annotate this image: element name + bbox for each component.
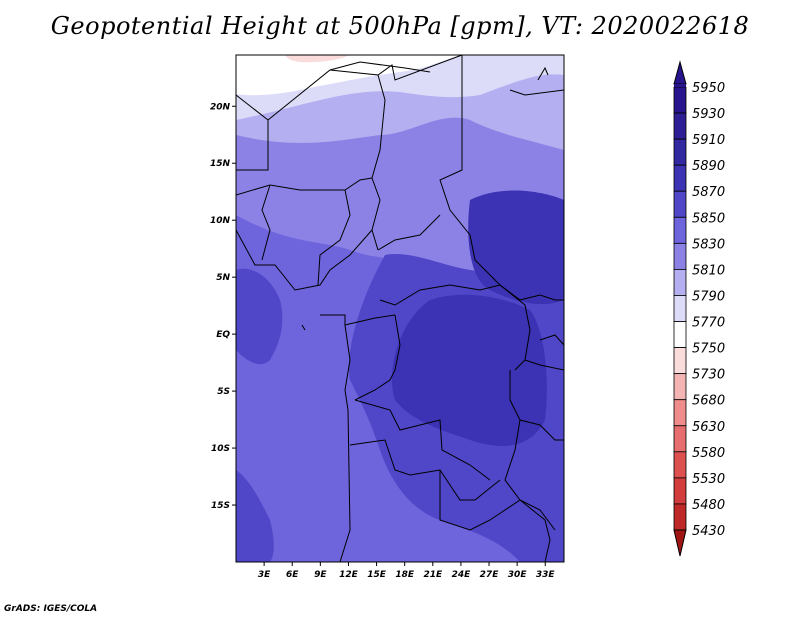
- geopotential-field: [236, 55, 564, 562]
- colorbar-label: 5480: [692, 498, 725, 513]
- colorbar-label: 5430: [692, 524, 725, 539]
- lat-tick-label: EQ: [216, 330, 230, 340]
- lon-tick-label: 6E: [286, 570, 299, 580]
- lon-tick-label: 33E: [536, 570, 556, 580]
- colorbar-swatch: [673, 216, 687, 244]
- lon-tick-label: 9E: [314, 570, 327, 580]
- colorbar-top-arrow: [673, 60, 687, 85]
- colorbar-label: 5950: [692, 81, 725, 96]
- colorbar-label: 5580: [692, 446, 725, 461]
- colorbar-swatch: [673, 477, 687, 505]
- map-title: Geopotential Height at 500hPa [gpm], VT:…: [50, 12, 750, 40]
- colorbar-label: 5810: [692, 263, 725, 278]
- country-borders: [236, 55, 564, 562]
- colorbar-swatch: [673, 86, 687, 114]
- lon-tick-label: 12E: [339, 570, 359, 580]
- colorbar-label: 5730: [692, 368, 725, 383]
- colorbar-label: 5790: [692, 289, 725, 304]
- grads-credit: GrADS: IGES/COLA: [4, 604, 98, 614]
- colorbar-swatch: [673, 399, 687, 427]
- map-frame: [235, 54, 565, 563]
- colorbar-swatch: [673, 503, 687, 531]
- colorbar-swatch: [673, 242, 687, 270]
- colorbar-label: 5770: [692, 316, 725, 331]
- lat-tick-label: 10S: [211, 444, 230, 454]
- colorbar-swatch: [673, 373, 687, 401]
- colorbar-label: 5910: [692, 133, 725, 148]
- lat-tick-label: 10N: [210, 216, 231, 226]
- colorbar-label: 5830: [692, 237, 725, 252]
- colorbar-swatch: [674, 84, 686, 87]
- colorbar-swatch: [673, 164, 687, 192]
- lon-tick-label: 3E: [258, 570, 271, 580]
- colorbar-swatch: [673, 190, 687, 218]
- latitude-axis: 20N 15N 10N 5N EQ 5S 10S 15S: [210, 102, 236, 511]
- colorbar-label: 5890: [692, 159, 725, 174]
- colorbar-swatch: [673, 347, 687, 375]
- lat-tick-label: 5N: [216, 273, 230, 283]
- colorbar-label: 5530: [692, 472, 725, 487]
- lat-tick-label: 5S: [217, 387, 230, 397]
- longitude-axis: 3E 6E 9E 12E 15E 18E 21E 24E 27E 30E 33E: [258, 562, 556, 580]
- colorbar-label: 5850: [692, 211, 725, 226]
- colorbar-label: 5750: [692, 342, 725, 357]
- colorbar-label: 5870: [692, 185, 725, 200]
- colorbar: 5950 5930 5910 5890 5870 5850 5830 5810 5790 5770…: [673, 60, 725, 557]
- lon-tick-label: 21E: [423, 570, 443, 580]
- colorbar-swatch: [673, 321, 687, 348]
- colorbar-label: 5680: [692, 394, 725, 409]
- colorbar-swatch: [673, 425, 687, 453]
- lon-tick-label: 30E: [508, 570, 528, 580]
- lon-tick-label: 27E: [480, 570, 500, 580]
- colorbar-label: 5630: [692, 420, 725, 435]
- colorbar-swatch: [673, 138, 687, 166]
- colorbar-label: 5930: [692, 107, 725, 122]
- lat-tick-label: 15S: [211, 501, 230, 511]
- lat-tick-label: 15N: [210, 159, 231, 169]
- colorbar-swatch: [673, 269, 687, 296]
- colorbar-swatch: [673, 112, 687, 140]
- lon-tick-label: 18E: [395, 570, 415, 580]
- colorbar-swatch: [673, 295, 687, 322]
- colorbar-bottom-arrow: [673, 529, 687, 557]
- lat-tick-label: 20N: [210, 102, 231, 112]
- lon-tick-label: 24E: [452, 570, 472, 580]
- lon-tick-label: 15E: [367, 570, 387, 580]
- colorbar-swatch: [673, 451, 687, 479]
